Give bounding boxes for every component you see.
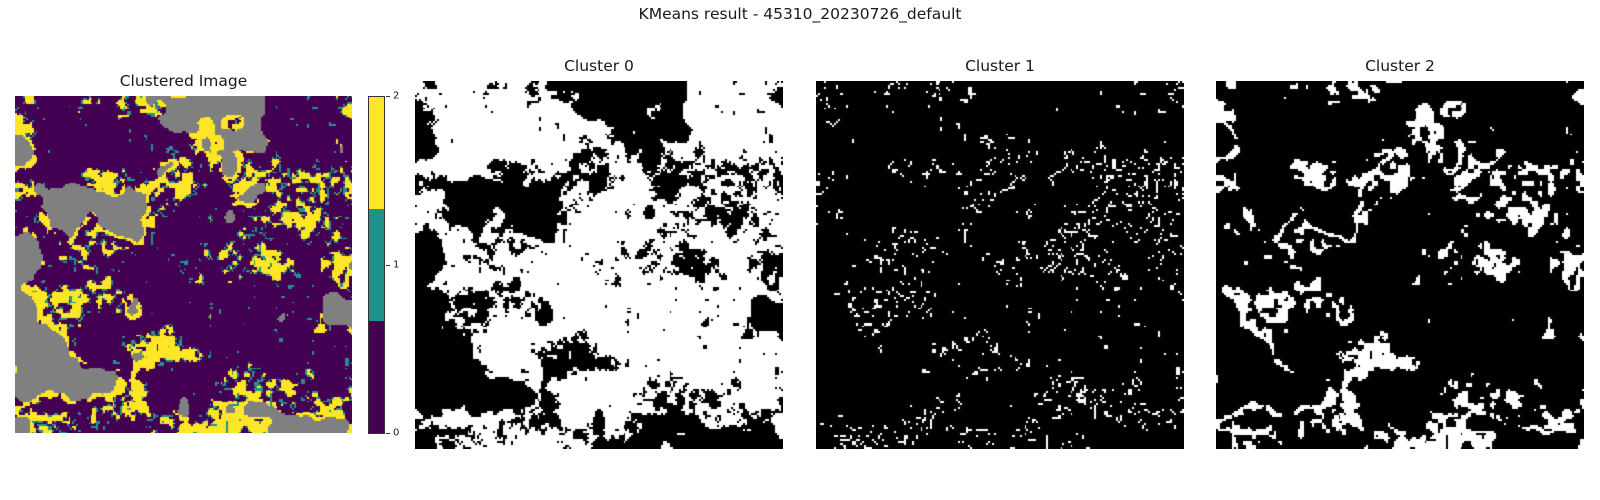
figure-title: KMeans result - 45310_20230726_default [638, 5, 962, 23]
colorbar-segment-1 [369, 208, 384, 321]
colorbar [368, 96, 385, 434]
colorbar-tick-1 [386, 265, 390, 266]
colorbar-tick-2 [386, 96, 390, 97]
cluster-0-mask [415, 81, 783, 449]
panel-title-cluster-2: Cluster 2 [1365, 57, 1435, 75]
panel-title-clustered: Clustered Image [119, 72, 248, 90]
panel-title-cluster-1: Cluster 1 [965, 57, 1035, 75]
colorbar-tick-label-1: 1 [393, 259, 400, 271]
cluster-2-mask [1216, 81, 1584, 449]
colorbar-tick-label-0: 0 [393, 427, 400, 439]
colorbar-segment-2 [369, 97, 384, 209]
colorbar-segment-0 [369, 320, 384, 433]
panel-title-cluster-0: Cluster 0 [564, 57, 634, 75]
clustered-image [15, 96, 352, 433]
cluster-1-mask [816, 81, 1184, 449]
colorbar-tick-0 [386, 433, 390, 434]
colorbar-tick-label-2: 2 [393, 90, 400, 102]
